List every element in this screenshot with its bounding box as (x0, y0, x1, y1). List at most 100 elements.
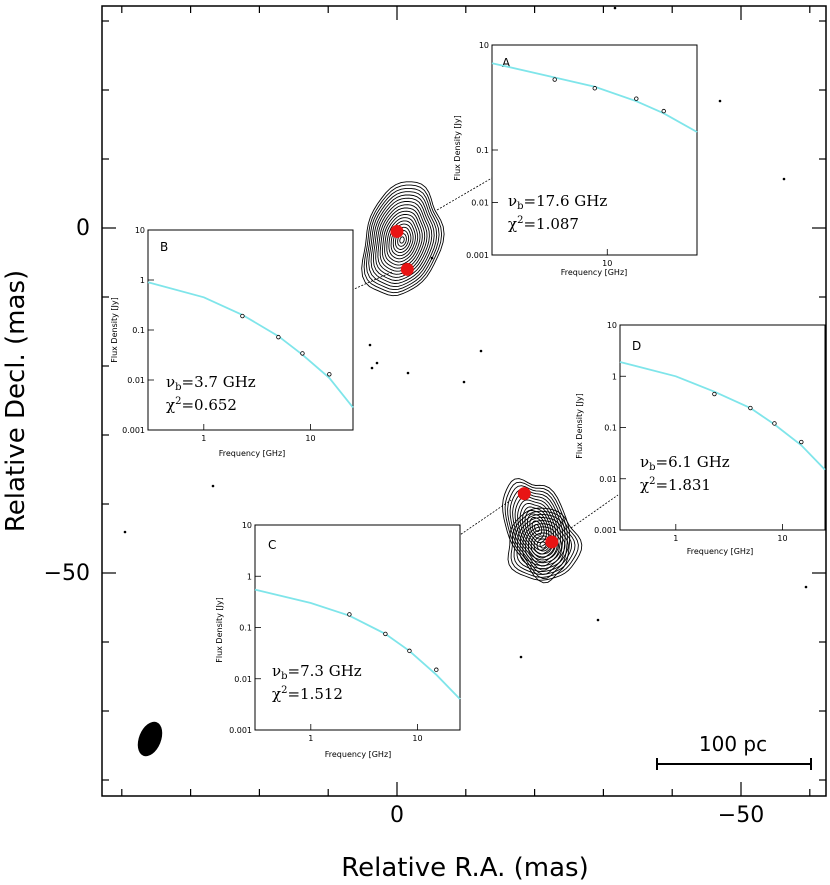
inset-d-nu-subscript: b (649, 462, 655, 473)
model-components (390, 224, 559, 549)
noise-speck (375, 361, 379, 365)
inset-C-ytick-label: 0.1 (239, 624, 252, 633)
component-c (517, 487, 531, 501)
lower-jet-core-contour-level (522, 523, 566, 567)
noise-speck (406, 371, 410, 375)
inset-B-xtick-label: 1 (201, 434, 206, 443)
lower-jet-east-contour-level (514, 495, 559, 563)
inset-c-xlabel: Frequency [GHz] (325, 750, 392, 759)
inset-d-breakfreq: νb=6.1 GHz (640, 453, 730, 473)
inset-C-xtick-label: 10 (412, 734, 422, 743)
noise-speck (782, 177, 786, 181)
inset-spectrum-a: A νb=17.6 GHz χ2=1.087 Frequency [GHz] F… (453, 41, 698, 277)
noise-speck (718, 99, 722, 103)
lower-jet-east-contour-level (512, 492, 561, 567)
inset-A-data-point (592, 86, 597, 91)
inset-d-chisq: χ2=1.831 (640, 476, 711, 494)
lower-jet-core-contour-level (530, 532, 556, 558)
inset-A-xtick-label: 10 (602, 259, 612, 268)
noise-speck (596, 618, 600, 622)
inset-D-data-point (799, 439, 804, 445)
inset-d-chi-value: =1.831 (655, 476, 711, 494)
inset-B-ytick-label: 0.1 (132, 326, 145, 335)
upper-jet-contour-level (368, 191, 438, 288)
inset-b-chi-value: =0.652 (181, 396, 237, 414)
lower-jet-east-contour-level (504, 481, 568, 579)
inset-B-ytick-label: 0.01 (127, 376, 145, 385)
inset-B-xtick-label: 10 (305, 434, 315, 443)
upper-jet-contour-level (384, 213, 421, 266)
inset-B-frame (147, 229, 354, 431)
component-d (545, 535, 559, 549)
inset-A-ytick-label: 0.1 (476, 146, 489, 155)
inset-B-data-point (300, 351, 305, 356)
inset-D-data-point (772, 421, 777, 426)
inset-D-ytick-label: 10 (607, 321, 617, 330)
upper-jet-contour-level (363, 184, 443, 294)
lower-jet-core-contour-level (507, 507, 583, 581)
lower-jet-core-contour-level (528, 529, 559, 561)
inset-b-breakfreq: νb=3.7 GHz (166, 373, 256, 393)
y-axis-label: Relative Decl. (mas) (1, 270, 31, 532)
inset-b-nu-symbol: ν (166, 373, 175, 391)
inset-B-data-point (240, 313, 245, 319)
inset-a-chi-value: =1.087 (523, 215, 579, 233)
inset-a-chisq: χ2=1.087 (508, 215, 579, 233)
leader-line-a (436, 177, 493, 211)
inset-b-nu-subscript: b (175, 382, 181, 393)
inset-c-nu-symbol: ν (272, 662, 281, 680)
inset-A-frame (491, 44, 698, 256)
noise-speck (613, 6, 617, 10)
inset-B-ytick-label: 0.001 (122, 426, 145, 435)
inset-C-data-point (347, 612, 352, 617)
inset-d-nu-value: =6.1 GHz (656, 453, 730, 471)
upper-jet-contour-level (392, 226, 412, 254)
inset-a-breakfreq: νb=17.6 GHz (508, 192, 607, 212)
inset-d-letter: D (632, 339, 641, 353)
lower-jet-core-contour-level (516, 517, 573, 572)
inset-spectrum-b: B νb=3.7 GHz χ2=0.652 Frequency [GHz] Fl… (110, 226, 354, 458)
inset-B-ytick-label: 10 (135, 226, 145, 235)
x-tick-label-0: 0 (390, 803, 404, 828)
inset-A-ytick-label: 0.001 (466, 251, 489, 260)
noise-speck (123, 530, 127, 534)
inset-a-ylabel: Flux Density [Jy] (453, 115, 462, 180)
inset-a-xlabel: Frequency [GHz] (561, 268, 628, 277)
noise-speck (804, 585, 808, 589)
upper-jet-contours (361, 181, 445, 297)
inset-A-data-point (552, 77, 557, 82)
inset-b-letter: B (160, 240, 168, 254)
inset-A-data-point (634, 96, 639, 101)
inset-D-ytick-label: 1 (612, 372, 617, 381)
inset-c-chisq: χ2=1.512 (272, 685, 343, 703)
upper-jet-contour-level (370, 194, 435, 284)
y-tick-label-minus50: −50 (44, 561, 90, 586)
x-tick-label-minus50: −50 (718, 803, 764, 828)
inset-c-nu-subscript: b (281, 671, 287, 682)
inset-C-frame (254, 524, 461, 731)
noise-speck (479, 349, 483, 353)
inset-d-nu-symbol: ν (640, 453, 649, 471)
lower-jet-core-contour-level (510, 510, 579, 578)
noise-speck (519, 655, 523, 659)
inset-a-chi-symbol: χ (508, 215, 517, 233)
lower-jet-core-contour-level (519, 520, 569, 570)
leader-line-b (322, 271, 393, 304)
upper-jet-contour-level (361, 181, 445, 297)
upper-jet-contour-level (399, 236, 405, 244)
inset-C-ytick-label: 0.001 (229, 726, 252, 735)
inset-A-fit-line (491, 62, 698, 133)
inset-c-ylabel: Flux Density [Jy] (215, 597, 224, 662)
x-axis-label: Relative R.A. (mas) (341, 853, 588, 883)
inset-D-ytick-label: 0.001 (594, 526, 617, 535)
lower-jet-core-contour-level (513, 513, 576, 575)
inset-C-xtick-label: 1 (308, 734, 313, 743)
inset-D-data-point (748, 405, 753, 411)
inset-a-letter: A (502, 56, 511, 70)
noise-specks (123, 6, 808, 659)
inset-b-nu-value: =3.7 GHz (182, 373, 256, 391)
inset-c-letter: C (268, 538, 276, 552)
lower-jet-core-contour-level (539, 541, 547, 549)
inset-a-nu-subscript: b (517, 201, 523, 212)
